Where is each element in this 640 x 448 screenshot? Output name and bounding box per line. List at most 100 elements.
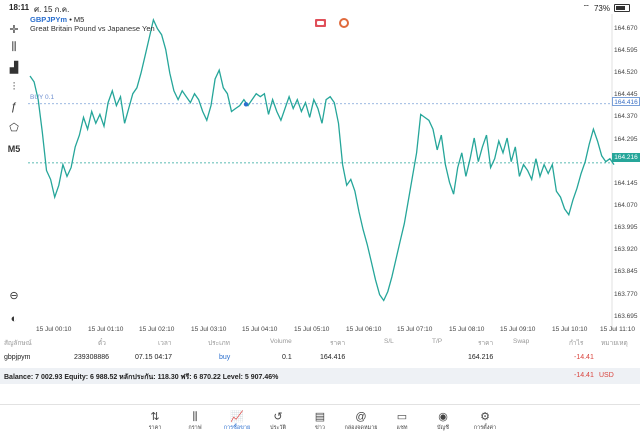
chart-toolbar: ✛ ⫼ ▟ ⫶ ƒ ⬠ M5 ⊖ ◐	[0, 14, 28, 330]
battery-icon	[614, 4, 630, 12]
time-tick-label: 15 Jul 08:10	[449, 326, 485, 333]
price-tick-label: 163.995	[614, 224, 638, 232]
one-click-trading-icon[interactable]	[315, 19, 326, 27]
status-time: 18:11	[9, 3, 30, 12]
row-current-price: 164.216	[468, 354, 494, 361]
buy-price-tag: 164.416	[612, 97, 640, 106]
tab-settings-gear[interactable]: ⚙ การตั้งค่า	[467, 410, 503, 432]
buy-line-label: BUY 0.1	[30, 94, 55, 101]
row-type: buy	[219, 354, 231, 361]
row-volume: 0.1	[282, 354, 292, 361]
bottom-tab-bar: ⇅ ราคา ⫼ กราฟ 📈 การซื้อขาย ↺ ประวัติ ▤ ข่าว @ กล่อง…	[0, 404, 640, 448]
tab-updown-arrows[interactable]: ⇅ ราคา	[137, 410, 173, 432]
column-header: กำไร	[569, 340, 584, 347]
tab-account[interactable]: ◉ บัญชี	[425, 410, 461, 432]
bar-indicators-icon[interactable]: ▟	[9, 61, 19, 74]
crosshair-icon[interactable]: ✛	[9, 23, 19, 36]
price-tick-label: 163.770	[614, 290, 638, 298]
zoom-icon[interactable]: ⊖	[9, 289, 19, 302]
price-tick-label: 163.695	[614, 312, 638, 320]
candles-icon: ⫼	[192, 411, 198, 423]
adjust-sliders-icon[interactable]: ⫶	[12, 80, 16, 93]
table-row[interactable]: gbpjpym 239308886 07.15 04:17 buy 0.1 16…	[0, 354, 640, 366]
candles-icon[interactable]: ⫼	[11, 40, 17, 53]
row-symbol: gbpjpym	[4, 354, 31, 361]
settings-gear-icon: ⚙	[480, 411, 490, 423]
tab-label: แชท	[396, 425, 408, 431]
price-chart[interactable]	[28, 14, 640, 330]
symbol-timeframe: M5	[73, 15, 85, 24]
balance-bar: Balance: 7 002.93 Equity: 6 988.52 หลักป…	[0, 368, 640, 384]
time-tick-label: 15 Jul 00:10	[36, 326, 72, 333]
timeframe-button[interactable]: M5	[7, 144, 21, 154]
price-tick-label: 164.370	[614, 113, 638, 121]
shapes-icon[interactable]: ⬠	[9, 121, 19, 134]
tab-chat[interactable]: ▭ แชท	[384, 410, 420, 432]
row-ticket: 239308886	[74, 354, 110, 361]
column-header: Volume	[270, 338, 292, 345]
column-header: ตั๋ว	[98, 340, 106, 347]
trade-chart-icon: 📈	[230, 411, 244, 423]
price-tick-label: 164.070	[614, 201, 638, 209]
price-series-line	[29, 17, 615, 302]
price-tick-label: 163.920	[614, 246, 638, 254]
column-header: T/P	[432, 338, 443, 345]
tab-label: การซื้อขาย	[223, 425, 251, 431]
tab-label: การตั้งค่า	[473, 425, 497, 431]
tab-mail-at[interactable]: @ กล่องจดหมาย	[343, 410, 379, 432]
signal-ring-icon[interactable]	[339, 18, 349, 28]
row-profit: -14.41	[574, 354, 594, 361]
function-icon[interactable]: ƒ	[10, 101, 18, 113]
tab-label: ประวัติ	[269, 425, 287, 431]
tab-label: กล่องจดหมาย	[344, 425, 378, 431]
time-tick-label: 15 Jul 09:10	[500, 326, 536, 333]
status-bar: 18:11 ศ. 15 ก.ค. ⌔ 73%	[0, 0, 640, 14]
wifi-icon: ⌔	[582, 3, 590, 12]
column-header: สัญลักษณ์	[4, 340, 32, 347]
bid-price-tag: 164.216	[612, 153, 640, 162]
row-time: 07.15 04:17	[135, 354, 172, 361]
tab-news[interactable]: ▤ ข่าว	[302, 410, 338, 432]
tab-candles[interactable]: ⫼ กราฟ	[177, 410, 213, 432]
status-right: ⌔ 73%	[582, 3, 630, 13]
tab-history[interactable]: ↺ ประวัติ	[260, 410, 296, 432]
time-tick-label: 15 Jul 10:10	[552, 326, 588, 333]
price-tick-label: 164.520	[614, 69, 638, 77]
balance-text: Balance: 7 002.93 Equity: 6 988.52 หลักป…	[4, 374, 279, 381]
status-date: ศ. 15 ก.ค.	[34, 5, 70, 14]
time-tick-label: 15 Jul 06:10	[346, 326, 382, 333]
row-open-price: 164.416	[320, 354, 346, 361]
app-logo-icon[interactable]: ◐	[10, 313, 18, 325]
price-tick-label: 164.445	[614, 91, 638, 99]
tab-label: บัญชี	[437, 425, 449, 431]
symbol-separator: •	[67, 15, 74, 24]
column-header: ประเภท	[208, 340, 230, 347]
price-tick-label: 164.595	[614, 46, 638, 54]
tab-trade-chart[interactable]: 📈 การซื้อขาย	[219, 410, 255, 432]
time-tick-label: 15 Jul 01:10	[88, 326, 124, 333]
price-tick-label: 163.845	[614, 268, 638, 276]
time-tick-label: 15 Jul 03:10	[191, 326, 227, 333]
time-tick-label: 15 Jul 11:10	[600, 326, 635, 333]
column-header: เวลา	[158, 340, 172, 347]
price-tick-label: 164.670	[614, 24, 638, 32]
price-tick-label: 164.295	[614, 135, 638, 143]
time-tick-label: 15 Jul 05:10	[294, 326, 330, 333]
tab-label: กราฟ	[188, 425, 202, 431]
tab-label: ราคา	[148, 425, 162, 431]
time-tick-label: 15 Jul 07:10	[397, 326, 433, 333]
column-header: ราคา	[330, 340, 346, 347]
updown-arrows-icon: ⇅	[150, 411, 160, 423]
news-icon: ▤	[314, 411, 326, 423]
time-tick-label: 15 Jul 04:10	[242, 326, 278, 333]
entry-marker	[243, 102, 249, 107]
chat-icon: ▭	[396, 411, 408, 423]
history-icon: ↺	[273, 411, 283, 423]
tab-label: ข่าว	[315, 425, 325, 431]
symbol-name: GBPJPYm	[30, 15, 68, 24]
column-header: ราคา	[478, 340, 494, 347]
column-header: S/L	[384, 338, 394, 345]
symbol-header: GBPJPYm • M5 Great Britain Pound vs Japa…	[30, 15, 155, 33]
positions-header: สัญลักษณ์ ตั๋ว เวลา ประเภท Volume ราคา S/L T/P ร…	[0, 338, 640, 350]
battery-percent: 73%	[593, 3, 610, 13]
